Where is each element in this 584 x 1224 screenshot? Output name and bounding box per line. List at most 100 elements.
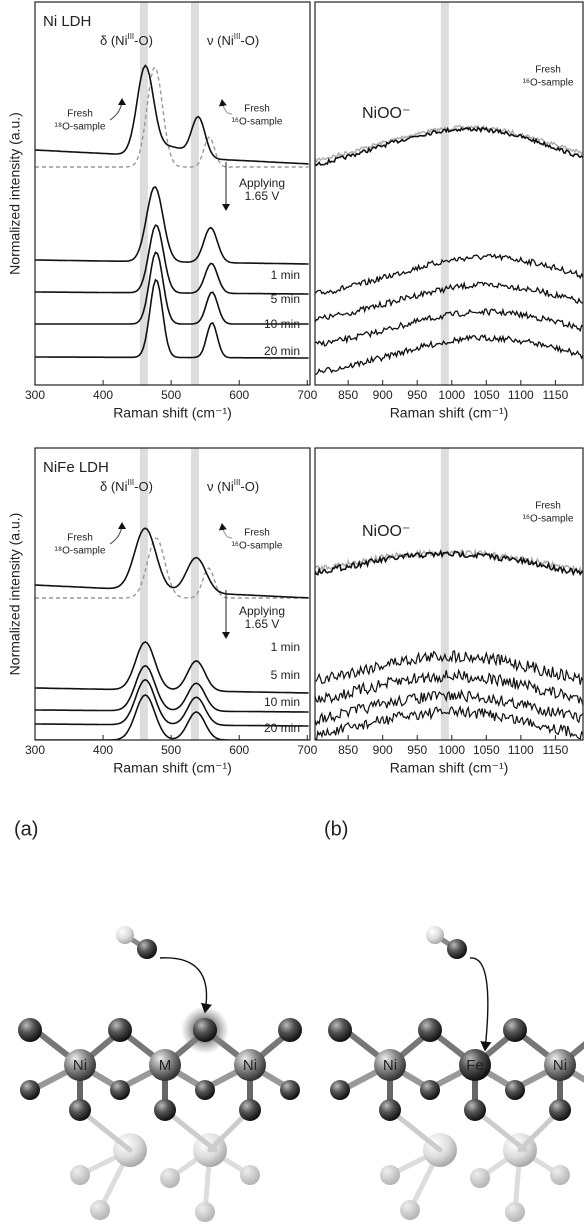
atom [380,1165,400,1185]
panel-title: NiFe LDH [43,459,109,476]
x-axis-label: Raman shift (cm⁻¹) [390,405,509,421]
x-tick-label: 400 [93,743,113,757]
fresh_16-line2: ¹⁶O-sample [232,117,283,128]
applying-line1: Applying [239,176,285,190]
atom [90,1200,110,1220]
applying-line2: 1.65 V [245,189,280,203]
atom [544,1049,576,1081]
atom [69,1099,91,1121]
applying-line1: Applying [239,604,285,618]
x-tick-label: 1050 [473,743,500,757]
x-tick-label: 500 [161,743,181,757]
time-label: 1 min [271,268,300,282]
atom [459,1049,491,1081]
spectrum [315,549,583,577]
atom [470,1168,490,1188]
x-tick-label: 900 [373,743,393,757]
spectrum [35,64,309,165]
atom [154,1099,176,1121]
atom [234,1049,266,1081]
spectrum [315,253,583,295]
time-label: 5 min [271,668,300,682]
highlight-band [440,2,449,385]
plot-frame [314,447,584,741]
text-part: -O) [134,33,153,48]
plot-left [35,2,309,385]
y-axis-label: Normalized intensity (a.u.) [7,112,23,275]
highlight-band [139,2,148,385]
atom [110,1080,130,1100]
superscript: III [234,478,241,487]
atom [550,1165,570,1185]
text-part: ν (Ni [207,33,234,48]
atom [18,1018,42,1042]
fresh_16_right-line2: ¹⁶O-sample [523,78,574,89]
nu-label: ν (NiIII-O) [207,32,259,48]
atom-label: Ni [553,1057,567,1074]
atom [116,926,134,944]
spectrum [315,650,583,685]
superscript: III [127,32,134,41]
atom [426,926,444,944]
x-tick-label: 700 [297,388,317,402]
atom [420,1080,440,1100]
spectrum [315,688,583,727]
text-part: -O) [134,479,153,494]
approach-arrow [469,957,492,1052]
highlight-band [190,448,199,740]
panel-title: Ni LDH [43,13,91,30]
fresh_18-line1: Fresh [67,533,93,544]
atom [108,1018,132,1042]
atom [330,1080,350,1100]
plot-frame [314,1,584,386]
x-tick-label: 850 [338,388,358,402]
atom [400,1200,420,1220]
atom [447,939,467,959]
applying-line2: 1.65 V [245,617,280,631]
fresh_16-line2: ¹⁶O-sample [232,541,283,552]
x-tick-label: 1150 [542,388,568,402]
x-tick-label: 300 [25,743,45,757]
x-tick-label: 400 [93,388,113,402]
atom [464,1099,486,1121]
structure-label: (a) [14,818,38,840]
atom-label: Ni [243,1057,257,1074]
x-tick-label: 1150 [542,743,568,757]
plot-left [35,448,309,740]
spectrum [315,668,583,706]
highlight-band [139,448,148,740]
spectrum [315,126,583,167]
atom [505,1202,525,1222]
spectrum [35,251,309,325]
approach-arrow [159,957,212,1014]
time-label: 10 min [264,695,300,709]
x-tick-label: 950 [407,743,427,757]
x-tick-label: 1100 [508,743,534,757]
time-label: 20 min [264,721,300,735]
x-tick-label: 1000 [438,388,465,402]
x-tick-label: 900 [373,388,393,402]
atom [70,1165,90,1185]
spectrum [315,704,583,740]
atom-label: Ni [383,1057,397,1074]
x-tick-label: 500 [161,388,181,402]
spectrum [35,694,309,740]
time-label: 5 min [271,292,300,306]
spectrum [35,278,309,359]
x-tick-label: 1100 [508,388,534,402]
x-axis-label: Raman shift (cm⁻¹) [113,760,232,776]
spectrum [35,186,309,265]
fresh_18-line2: ¹⁸O-sample [55,122,106,133]
fresh_18-line1: Fresh [67,109,93,120]
x-tick-label: 1050 [473,388,500,402]
atom [379,1099,401,1121]
spectrum [35,66,309,168]
plot-frame [34,447,311,741]
spectrum [35,527,309,599]
atom [505,1080,525,1100]
atom [64,1049,96,1081]
highlight-band [190,2,199,385]
atom [195,1202,215,1222]
text-part: -O) [240,479,259,494]
